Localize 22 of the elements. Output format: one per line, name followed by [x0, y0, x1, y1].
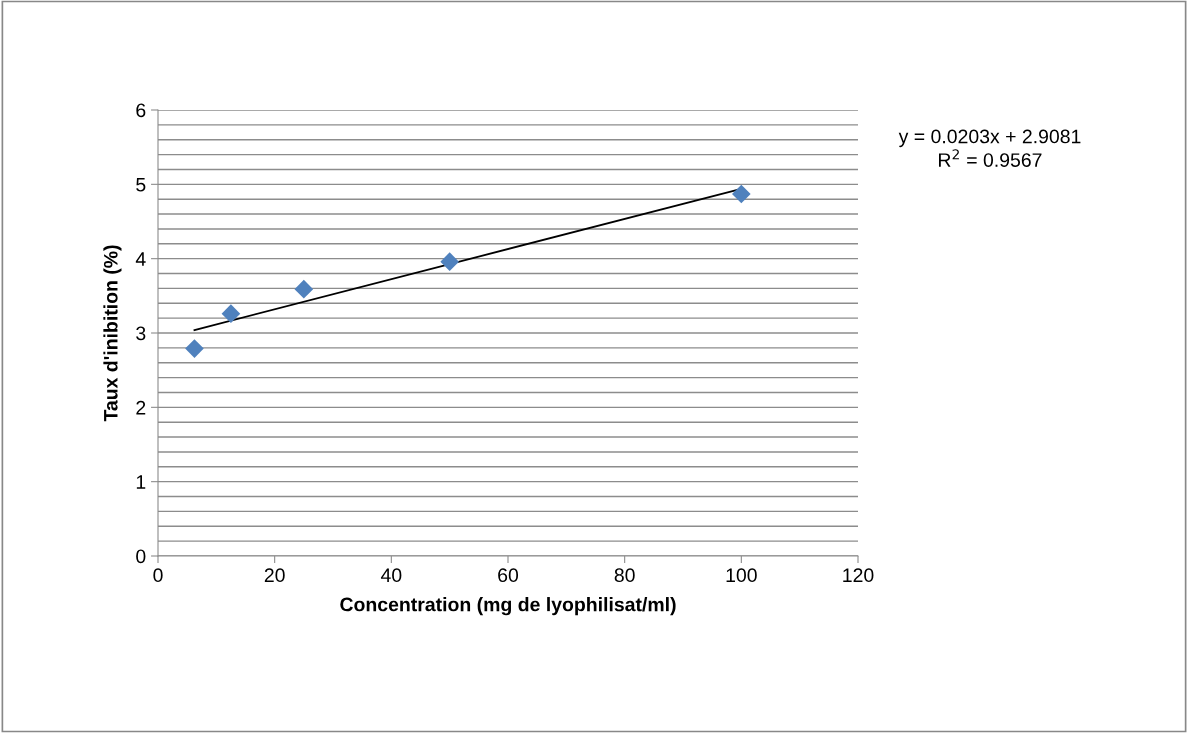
x-tick-label: 0 — [153, 568, 163, 583]
text: y = 0.0203x + 2.9081 R$^{2}$ = 0.9567 — [898, 129, 1081, 167]
point — [732, 184, 751, 204]
point — [440, 252, 459, 271]
y-tick-label: 6 — [136, 103, 146, 118]
x-axis-title: Concentration (mg de lyophilisat/ml) — [340, 597, 676, 616]
y-tick-label: 3 — [136, 326, 146, 341]
x-tick-label: 40 — [380, 568, 402, 583]
y-tick-label: 2 — [136, 400, 146, 415]
x-tick-label: 100 — [726, 568, 757, 583]
point — [185, 339, 204, 358]
y-tick-label: 1 — [136, 475, 146, 489]
x-tick-label: 60 — [498, 568, 519, 583]
point — [294, 279, 314, 299]
y-axis-title: Taux d'inibition (%) — [103, 245, 122, 422]
x-tick-label: 20 — [264, 568, 285, 583]
y-tick-label: 4 — [135, 252, 146, 266]
x-tick-label: 80 — [614, 568, 635, 583]
x-tick-label: 120 — [843, 568, 874, 583]
y-tick-label: 0 — [136, 549, 146, 564]
point — [221, 304, 241, 323]
y-tick-label: 5 — [136, 178, 146, 192]
